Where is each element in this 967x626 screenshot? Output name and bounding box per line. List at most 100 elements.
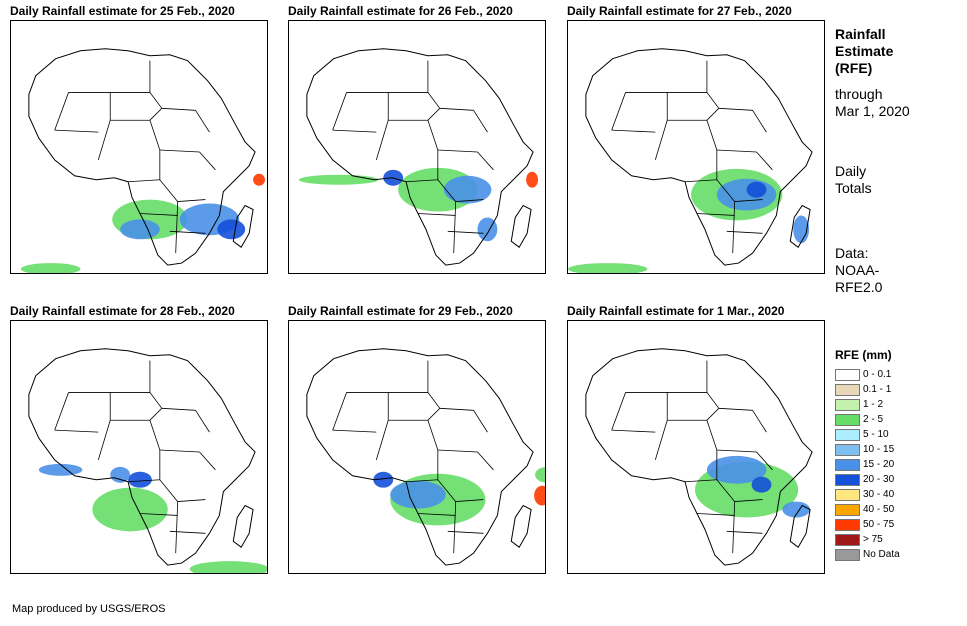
- rainfall-area: [298, 174, 379, 185]
- country-border: [696, 213, 735, 216]
- panel-title: Daily Rainfall estimate for 26 Feb., 202…: [288, 4, 513, 18]
- country-border: [439, 407, 474, 411]
- data-line: NOAA-: [835, 262, 880, 278]
- map-panel-feb26: Daily Rainfall estimate for 26 Feb., 202…: [288, 4, 546, 274]
- country-border: [667, 408, 720, 421]
- country-border: [473, 110, 488, 133]
- country-border: [388, 92, 441, 109]
- country-border: [611, 429, 656, 433]
- map-panel-mar1: Daily Rainfall estimate for 1 Mar., 2020: [567, 304, 825, 574]
- legend-label: 10 - 15: [863, 444, 895, 455]
- country-border: [654, 420, 668, 461]
- rainfall-area: [189, 561, 267, 573]
- panel-title: Daily Rainfall estimate for 25 Feb., 202…: [10, 4, 235, 18]
- map-panel-feb27: Daily Rainfall estimate for 27 Feb., 202…: [567, 4, 825, 274]
- totals-line: Daily: [835, 163, 867, 179]
- legend-item: 0 - 0.1: [835, 368, 892, 383]
- country-border: [716, 449, 757, 453]
- legend-item: 15 - 20: [835, 458, 894, 473]
- map-panel-feb29: Daily Rainfall estimate for 29 Feb., 202…: [288, 304, 546, 574]
- product-title: Rainfall Estimate (RFE): [835, 26, 893, 77]
- country-border: [417, 213, 456, 216]
- country-border: [175, 201, 179, 254]
- country-border: [756, 451, 773, 471]
- country-border: [667, 108, 720, 121]
- country-border: [734, 199, 763, 202]
- country-border: [439, 107, 474, 111]
- legend-swatch: [835, 549, 860, 561]
- country-border: [734, 499, 763, 502]
- country-border: [654, 120, 668, 161]
- legend-item: 1 - 2: [835, 398, 892, 413]
- africa-map: [20, 48, 265, 273]
- country-border: [332, 392, 347, 431]
- through-label: through: [835, 86, 883, 102]
- rainfall-area: [751, 476, 772, 493]
- country-border: [388, 392, 441, 409]
- rainfall-area: [568, 263, 648, 273]
- legend-label: 50 - 75: [863, 519, 895, 530]
- country-border: [110, 408, 163, 421]
- country-border: [455, 199, 484, 202]
- rainfall-area: [128, 471, 152, 488]
- country-border: [388, 408, 441, 421]
- africa-map: [306, 348, 545, 566]
- africa-map: [28, 348, 267, 573]
- madagascar-outline: [510, 204, 532, 248]
- rainfall-layer: [568, 168, 810, 273]
- rainfall-area: [390, 480, 446, 509]
- africa-map: [298, 48, 539, 266]
- rainfall-area: [20, 263, 81, 273]
- legend-item: 50 - 75: [835, 518, 895, 533]
- rainfall-area: [443, 175, 492, 204]
- map-panel-feb25: Daily Rainfall estimate for 25 Feb., 202…: [10, 4, 268, 274]
- country-border: [169, 230, 206, 234]
- data-line: Data:: [835, 245, 869, 261]
- rainfall-area: [217, 219, 246, 240]
- country-border: [54, 392, 69, 431]
- legend-item: 40 - 50: [835, 503, 894, 518]
- country-border: [752, 410, 767, 433]
- country-border: [169, 530, 206, 534]
- madagascar-outline: [510, 504, 532, 548]
- country-border: [726, 230, 763, 234]
- country-border: [177, 199, 206, 202]
- country-border: [159, 149, 200, 153]
- panel-title: Daily Rainfall estimate for 28 Feb., 202…: [10, 304, 235, 318]
- country-border: [110, 108, 163, 121]
- legend-swatch: [835, 519, 860, 531]
- country-border: [477, 451, 494, 471]
- country-border: [139, 213, 178, 216]
- country-border: [706, 120, 718, 151]
- country-border: [54, 92, 69, 131]
- legend-swatch: [835, 489, 860, 501]
- rainfall-map: [567, 20, 825, 274]
- panel-title: Daily Rainfall estimate for 27 Feb., 202…: [567, 4, 792, 18]
- country-border: [388, 108, 441, 121]
- country-border: [97, 420, 111, 461]
- panel-title: Daily Rainfall estimate for 29 Feb., 202…: [288, 304, 513, 318]
- country-border: [149, 120, 161, 151]
- legend-swatch: [835, 414, 860, 426]
- rainfall-area: [534, 485, 545, 506]
- country-border: [477, 151, 494, 171]
- rainfall-area: [253, 173, 265, 186]
- country-border: [625, 392, 668, 421]
- country-border: [332, 429, 377, 433]
- country-border: [447, 230, 484, 234]
- country-border: [447, 530, 484, 534]
- africa-map: [585, 348, 813, 566]
- legend-swatch: [835, 504, 860, 516]
- country-border: [68, 392, 111, 421]
- legend-swatch: [835, 444, 860, 456]
- country-border: [54, 429, 99, 433]
- country-border: [696, 513, 735, 516]
- country-border: [332, 92, 347, 131]
- country-border: [195, 410, 210, 433]
- country-border: [110, 392, 163, 409]
- country-border: [110, 92, 163, 109]
- map-credit: Map produced by USGS/EROS: [12, 603, 166, 615]
- country-border: [195, 110, 210, 133]
- legend-swatch: [835, 384, 860, 396]
- country-border: [199, 451, 216, 471]
